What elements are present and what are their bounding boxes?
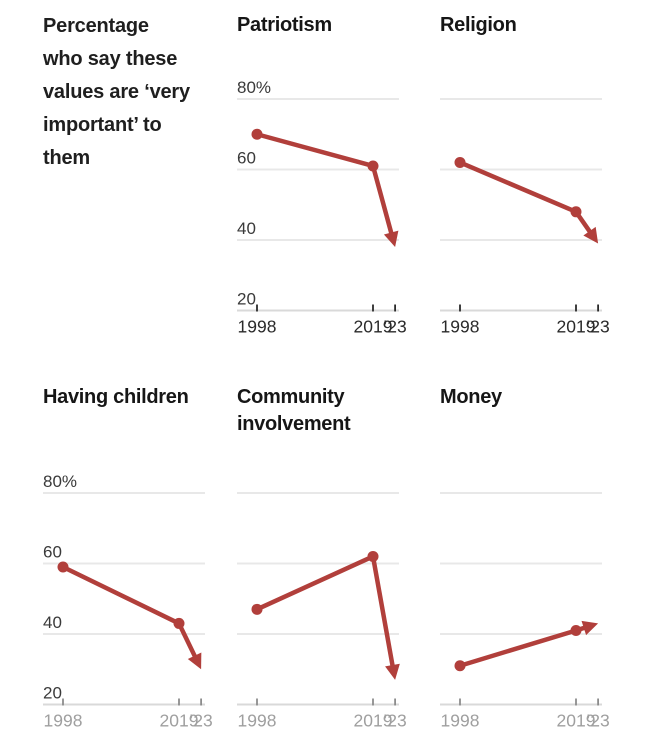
- x-axis-label: 1998: [441, 711, 480, 731]
- religion-line-chart: 1998 2019’23: [440, 98, 610, 337]
- arrowhead: [583, 226, 599, 244]
- panel-community-involvement: Community involvement 1998 2019’23: [237, 384, 417, 734]
- community-involvement-line-chart: 1998 2019’23: [237, 492, 407, 731]
- panel-having-children: Having children 80% 60 40 20 1998 2019’23: [43, 384, 223, 734]
- data-point: [454, 156, 466, 168]
- x-axis-label: 2019: [160, 711, 199, 731]
- y-axis-label: 20: [43, 684, 62, 703]
- x-axis-label: ’23: [586, 711, 609, 731]
- trend-line: [62, 565, 198, 660]
- having-children-line-chart: 80% 60 40 20 1998 2019’23: [43, 472, 213, 731]
- arrowhead: [383, 230, 399, 248]
- y-axis-label: 20: [237, 290, 256, 309]
- panel-religion: Religion 1998 2019’23: [440, 12, 620, 347]
- x-axis-label: ’23: [586, 317, 609, 337]
- x-axis-label: 2019: [557, 317, 596, 337]
- trend-line: [256, 554, 396, 669]
- x-axis-label: ’23: [189, 711, 212, 731]
- chart-title-patriotism: Patriotism: [237, 14, 332, 36]
- panel-money: Money 1998 2019’23: [440, 384, 620, 734]
- x-axis-label: 2019: [557, 711, 596, 731]
- data-point: [570, 624, 582, 636]
- y-axis-label: 80%: [43, 472, 77, 491]
- data-point: [57, 561, 69, 573]
- chart-title-community-involvement: Community involvement: [237, 386, 351, 435]
- data-point: [251, 603, 263, 615]
- x-axis-label: 2019: [354, 711, 393, 731]
- arrowhead: [581, 620, 599, 636]
- y-axis-label: 40: [237, 219, 256, 238]
- chart-title-having-children: Having children: [43, 386, 189, 408]
- patriotism-line-chart: 80% 60 40 20 1998 2019’23: [237, 78, 407, 337]
- x-axis-label: ’23: [383, 317, 406, 337]
- trend-line: [459, 160, 594, 235]
- trend-line: [256, 132, 395, 237]
- data-point: [367, 160, 379, 172]
- data-point: [367, 550, 379, 562]
- chart-title-money: Money: [440, 386, 502, 408]
- x-axis-label: 2019: [354, 317, 393, 337]
- x-axis-label: ’23: [383, 711, 406, 731]
- arrowhead: [385, 663, 400, 680]
- y-axis-label: 60: [237, 149, 256, 168]
- x-axis-label: 1998: [238, 317, 277, 337]
- y-axis-label: 40: [43, 613, 62, 632]
- x-axis-label: 1998: [238, 711, 277, 731]
- chart-description: Percentage who say these values are ‘ver…: [43, 15, 190, 169]
- y-axis-label: 60: [43, 543, 62, 562]
- money-line-chart: 1998 2019’23: [440, 492, 610, 731]
- x-axis-label: 1998: [441, 317, 480, 337]
- panel-patriotism: Patriotism 80% 60 40 20 1998 2019’23: [237, 12, 417, 347]
- data-point: [173, 617, 185, 629]
- data-point: [251, 128, 263, 140]
- chart-title-religion: Religion: [440, 14, 517, 36]
- trend-line: [459, 624, 588, 668]
- data-point: [454, 660, 466, 672]
- data-point: [570, 206, 582, 218]
- y-axis-label: 80%: [237, 78, 271, 97]
- x-axis-label: 1998: [44, 711, 83, 731]
- arrowhead: [187, 652, 202, 670]
